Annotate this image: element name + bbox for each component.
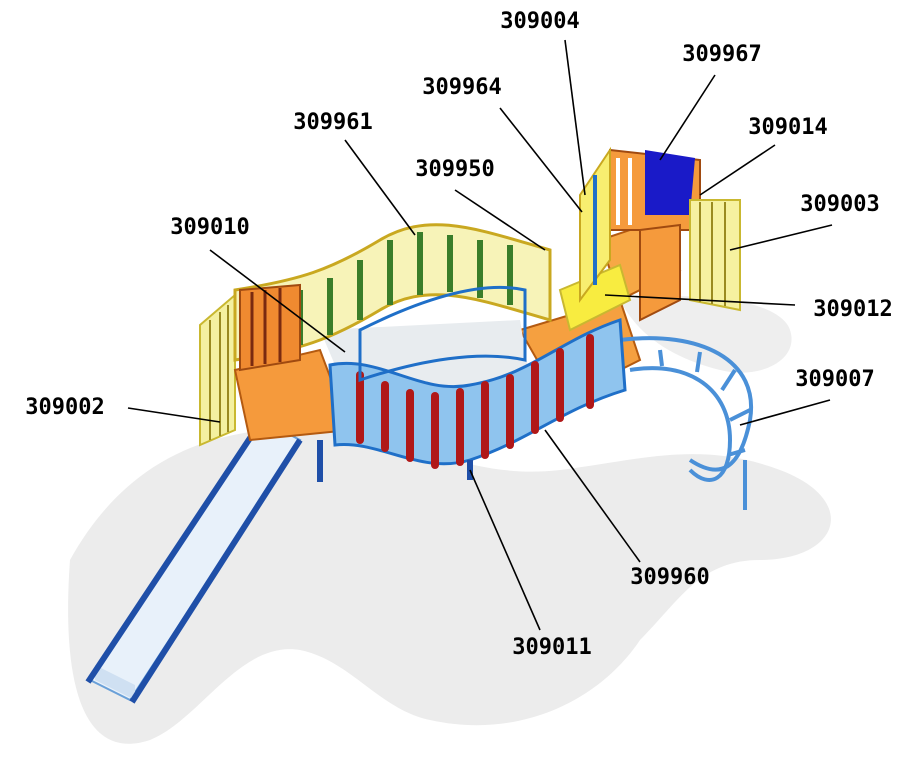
slide-line — [85, 418, 265, 684]
yellow-wall-polygon — [239, 283, 301, 372]
tower-g — [699, 202, 726, 306]
leader-lines — [127, 39, 833, 631]
tower-polygon — [639, 223, 681, 322]
slide — [85, 418, 303, 704]
slide-polygon — [95, 665, 135, 700]
part-label: 309011 — [512, 635, 591, 660]
curved-ladder-line — [720, 368, 737, 392]
part-label: 309010 — [170, 215, 249, 240]
leader-lines-line — [499, 107, 583, 213]
ground-shadow-path — [620, 296, 792, 373]
part-label: 309960 — [630, 565, 709, 590]
part-label: 309014 — [748, 115, 827, 140]
part-label: 309012 — [813, 297, 892, 322]
leader-lines-line — [729, 224, 833, 251]
curved-ladder-path — [619, 336, 754, 472]
leader-lines-line — [469, 469, 541, 631]
leader-lines-line — [127, 407, 221, 423]
tower — [579, 146, 741, 322]
tower-polygon — [689, 199, 741, 312]
tower-polygon — [645, 150, 695, 215]
part-label: 309967 — [682, 42, 761, 67]
front-wall-path — [358, 285, 527, 383]
leader-lines-line — [454, 189, 546, 251]
tower-g — [616, 158, 632, 225]
curved-ladder-line — [727, 448, 746, 457]
leader-lines-line — [699, 144, 776, 196]
leader-lines-line — [604, 294, 796, 306]
leader-lines-line — [564, 39, 586, 196]
curved-ladder-path — [629, 366, 733, 482]
part-label: 309964 — [422, 75, 501, 100]
left-rail-polygon — [199, 292, 236, 447]
curved-ladder-line — [695, 351, 702, 373]
part-label: 309950 — [415, 157, 494, 182]
leader-lines-line — [209, 249, 346, 353]
part-label: 309004 — [500, 9, 579, 34]
leader-lines-line — [544, 429, 641, 563]
front-wall-g — [356, 334, 594, 469]
curved-ladder-line — [658, 349, 664, 367]
curved-ladder-line — [729, 408, 751, 422]
leader-lines-line — [659, 74, 716, 161]
left-rail — [199, 292, 236, 447]
part-labels: 309004 309967 309964 309014 309961 30995… — [25, 9, 892, 660]
curved-ladder — [619, 336, 754, 510]
part-label: 309002 — [25, 395, 104, 420]
part-label: 309007 — [795, 367, 874, 392]
yellow-wall-g — [250, 288, 282, 366]
leader-lines-line — [344, 139, 416, 236]
front-wall-path — [328, 317, 627, 466]
part-label: 309961 — [293, 110, 372, 135]
part-label: 309003 — [800, 192, 879, 217]
front-wall — [317, 285, 627, 482]
slide-line — [129, 438, 303, 704]
leader-lines-line — [739, 399, 831, 426]
